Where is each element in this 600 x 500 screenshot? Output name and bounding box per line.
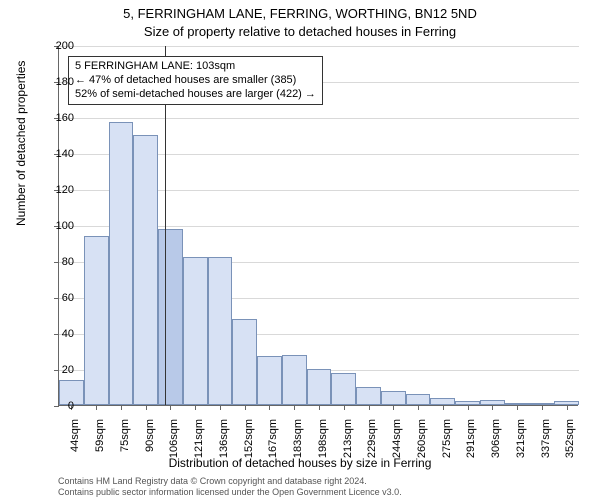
xtick-label: 229sqm [367,419,379,458]
histogram-bar [232,319,257,405]
ytick-label: 120 [34,184,74,196]
xtick-label: 306sqm [490,419,502,458]
xtick-label: 198sqm [317,419,329,458]
annotation-line3: 52% of semi-detached houses are larger (… [75,88,316,102]
xtick-mark [492,405,493,410]
annotation-line1: 5 FERRINGHAM LANE: 103sqm [75,60,316,74]
ytick-label: 0 [34,400,74,412]
chart-title-line2: Size of property relative to detached ho… [0,24,600,39]
histogram-bar [282,355,307,405]
xtick-mark [170,405,171,410]
chart-title-line1: 5, FERRINGHAM LANE, FERRING, WORTHING, B… [0,6,600,21]
ytick-label: 80 [34,256,74,268]
xtick-mark [443,405,444,410]
histogram-bar [356,387,381,405]
annotation-line2: ← 47% of detached houses are smaller (38… [75,74,316,88]
xtick-mark [96,405,97,410]
xtick-label: 183sqm [292,419,304,458]
histogram-bar [183,257,208,405]
xtick-mark [146,405,147,410]
histogram-bar [208,257,233,405]
histogram-bar [109,122,134,405]
ytick-label: 60 [34,292,74,304]
footer-line1: Contains HM Land Registry data © Crown c… [58,476,367,486]
xtick-label: 44sqm [69,419,81,452]
xtick-mark [393,405,394,410]
xtick-label: 321sqm [515,419,527,458]
histogram-bar [84,236,109,405]
xtick-mark [468,405,469,410]
xtick-label: 260sqm [416,419,428,458]
ytick-label: 200 [34,40,74,52]
xtick-mark [121,405,122,410]
xtick-mark [344,405,345,410]
histogram-bar [331,373,356,405]
ytick-label: 40 [34,328,74,340]
plot-area: 5 FERRINGHAM LANE: 103sqm ← 47% of detac… [58,46,578,406]
xtick-label: 121sqm [193,419,205,458]
histogram-bar [381,391,406,405]
xtick-mark [319,405,320,410]
xtick-label: 106sqm [168,419,180,458]
xtick-label: 337sqm [540,419,552,458]
chart-container: 5, FERRINGHAM LANE, FERRING, WORTHING, B… [0,0,600,500]
xtick-label: 136sqm [218,419,230,458]
histogram-bar [133,135,158,405]
histogram-bar [257,356,282,405]
xtick-label: 352sqm [565,419,577,458]
xtick-mark [195,405,196,410]
histogram-bar [406,394,431,405]
x-axis-label: Distribution of detached houses by size … [0,456,600,470]
histogram-bar [158,229,183,405]
ytick-label: 140 [34,148,74,160]
xtick-mark [269,405,270,410]
xtick-label: 244sqm [391,419,403,458]
annotation-box: 5 FERRINGHAM LANE: 103sqm ← 47% of detac… [68,56,323,105]
xtick-label: 275sqm [441,419,453,458]
xtick-label: 152sqm [243,419,255,458]
xtick-label: 213sqm [342,419,354,458]
histogram-bar [307,369,332,405]
xtick-mark [517,405,518,410]
xtick-mark [294,405,295,410]
xtick-mark [542,405,543,410]
xtick-mark [220,405,221,410]
xtick-label: 59sqm [94,419,106,452]
xtick-mark [418,405,419,410]
footer-line2: Contains public sector information licen… [58,487,402,497]
xtick-label: 167sqm [267,419,279,458]
ytick-label: 100 [34,220,74,232]
xtick-label: 90sqm [144,419,156,452]
ytick-label: 180 [34,76,74,88]
histogram-bar [430,398,455,405]
ytick-label: 160 [34,112,74,124]
y-axis-label: Number of detached properties [14,61,28,226]
ytick-label: 20 [34,364,74,376]
xtick-mark [567,405,568,410]
xtick-mark [245,405,246,410]
xtick-label: 291sqm [466,419,478,458]
xtick-label: 75sqm [119,419,131,452]
xtick-mark [369,405,370,410]
